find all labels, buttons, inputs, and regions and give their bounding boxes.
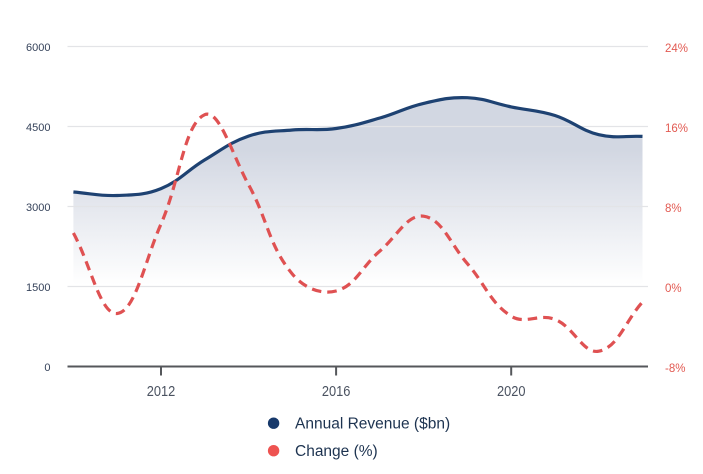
svg-text:6000: 6000 xyxy=(26,42,50,54)
svg-text:16%: 16% xyxy=(665,123,688,135)
svg-text:4500: 4500 xyxy=(26,122,50,134)
svg-text:Change (%): Change (%) xyxy=(295,443,378,460)
svg-text:24%: 24% xyxy=(665,43,688,55)
svg-text:-8%: -8% xyxy=(665,363,685,375)
svg-text:2012: 2012 xyxy=(147,384,176,400)
svg-text:2020: 2020 xyxy=(497,384,526,400)
svg-text:8%: 8% xyxy=(665,203,682,215)
svg-text:0%: 0% xyxy=(665,283,682,295)
svg-text:2016: 2016 xyxy=(322,384,351,400)
svg-text:Annual Revenue ($bn): Annual Revenue ($bn) xyxy=(295,416,450,433)
svg-text:1500: 1500 xyxy=(26,282,50,294)
svg-text:0: 0 xyxy=(44,362,50,374)
svg-text:3000: 3000 xyxy=(26,202,50,214)
